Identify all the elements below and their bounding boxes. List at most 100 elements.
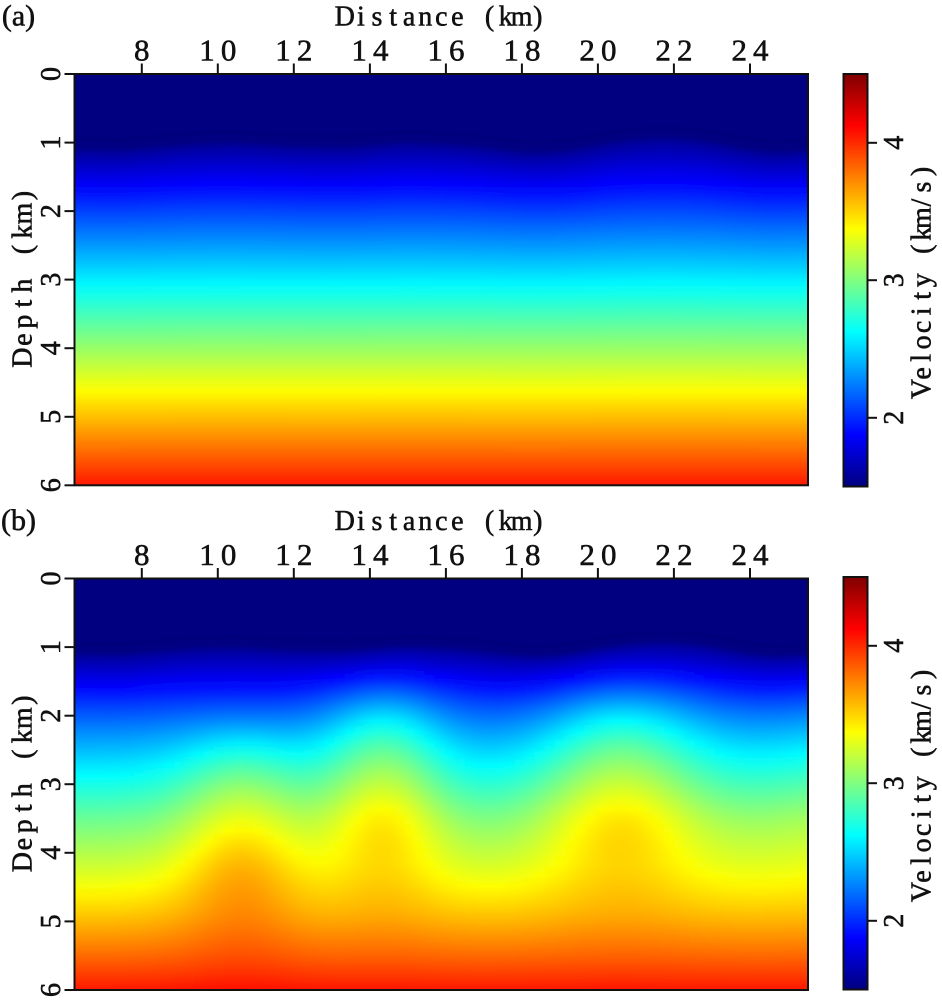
svg-text:m: m — [907, 710, 938, 732]
svg-text:k: k — [499, 2, 513, 33]
svg-text:t: t — [907, 795, 938, 803]
svg-text:y: y — [907, 273, 938, 287]
svg-text:s: s — [372, 506, 383, 537]
svg-text:2: 2 — [655, 537, 671, 572]
svg-text:6: 6 — [449, 537, 465, 572]
svg-text:m: m — [511, 506, 533, 537]
svg-text:s: s — [907, 685, 938, 696]
svg-text:i: i — [907, 307, 938, 315]
svg-text:): ) — [907, 167, 938, 176]
svg-text:1: 1 — [503, 33, 519, 68]
svg-text:2: 2 — [655, 33, 671, 68]
svg-text:t: t — [8, 804, 39, 812]
svg-text:n: n — [418, 2, 432, 33]
svg-text:4: 4 — [373, 537, 389, 572]
svg-text:2: 2 — [879, 411, 910, 425]
svg-text:3: 3 — [36, 777, 67, 791]
svg-text:e: e — [451, 2, 463, 33]
svg-text:1: 1 — [275, 537, 291, 572]
svg-text:e: e — [8, 838, 39, 850]
svg-text:(: ( — [485, 506, 494, 537]
svg-text:(: ( — [485, 2, 494, 33]
svg-text:2: 2 — [297, 537, 313, 572]
svg-text:): ) — [8, 696, 39, 705]
svg-text:0: 0 — [221, 33, 237, 68]
svg-text:1: 1 — [275, 33, 291, 68]
svg-text:(: ( — [907, 748, 938, 757]
svg-text:8: 8 — [525, 537, 541, 572]
svg-text:m: m — [907, 207, 938, 229]
svg-text:2: 2 — [36, 709, 67, 723]
svg-text:1: 1 — [36, 640, 67, 654]
svg-text:D: D — [335, 506, 355, 537]
svg-text:a: a — [403, 506, 416, 537]
svg-text:8: 8 — [134, 33, 150, 68]
svg-text:4: 4 — [879, 136, 910, 150]
svg-text:0: 0 — [601, 33, 617, 68]
svg-text:c: c — [907, 824, 938, 836]
svg-text:2: 2 — [731, 537, 747, 572]
svg-text:t: t — [8, 299, 39, 307]
svg-text:6: 6 — [449, 33, 465, 68]
svg-text:1: 1 — [351, 33, 367, 68]
svg-text:m: m — [8, 202, 39, 224]
svg-text:2: 2 — [297, 33, 313, 68]
svg-text:): ) — [533, 506, 542, 537]
svg-text:1: 1 — [351, 537, 367, 572]
svg-text:t: t — [907, 292, 938, 300]
svg-text:l: l — [907, 354, 938, 362]
svg-text:n: n — [418, 506, 432, 537]
svg-text:l: l — [907, 857, 938, 865]
svg-text:): ) — [533, 2, 542, 33]
svg-text:(: ( — [8, 750, 39, 759]
svg-text:h: h — [8, 279, 39, 293]
svg-text:e: e — [907, 367, 938, 379]
svg-text:3: 3 — [36, 273, 67, 287]
svg-text:0: 0 — [36, 572, 67, 586]
svg-text:): ) — [907, 670, 938, 679]
svg-text:2: 2 — [579, 537, 595, 572]
svg-text:h: h — [8, 783, 39, 797]
svg-text:1: 1 — [427, 537, 443, 572]
svg-text:e: e — [451, 506, 463, 537]
svg-text:8: 8 — [134, 537, 150, 572]
svg-text:D: D — [335, 2, 355, 33]
svg-text:2: 2 — [579, 33, 595, 68]
svg-text:6: 6 — [36, 983, 67, 997]
svg-text:k: k — [8, 225, 39, 239]
svg-text:c: c — [435, 506, 447, 537]
svg-text:4: 4 — [753, 537, 769, 572]
svg-text:0: 0 — [601, 537, 617, 572]
svg-text:1: 1 — [503, 537, 519, 572]
svg-text:(a): (a) — [2, 0, 35, 33]
svg-text:p: p — [8, 819, 39, 833]
svg-text:k: k — [907, 227, 938, 241]
svg-text:1: 1 — [427, 33, 443, 68]
svg-text:D: D — [8, 347, 39, 367]
svg-text:V: V — [907, 379, 938, 399]
svg-text:4: 4 — [36, 341, 67, 355]
svg-text:m: m — [511, 2, 533, 33]
svg-text:k: k — [499, 506, 513, 537]
svg-text:4: 4 — [753, 33, 769, 68]
svg-text:t: t — [389, 2, 397, 33]
svg-text:2: 2 — [36, 204, 67, 218]
svg-text:/: / — [907, 198, 938, 206]
svg-text:3: 3 — [879, 273, 910, 287]
svg-text:k: k — [8, 729, 39, 743]
svg-text:/: / — [907, 701, 938, 709]
svg-text:e: e — [907, 870, 938, 882]
svg-text:2: 2 — [677, 33, 693, 68]
svg-text:5: 5 — [36, 410, 67, 424]
svg-text:t: t — [389, 506, 397, 537]
svg-text:1: 1 — [199, 33, 215, 68]
svg-text:c: c — [435, 2, 447, 33]
svg-text:1: 1 — [36, 136, 67, 150]
svg-text:p: p — [8, 315, 39, 329]
svg-text:0: 0 — [36, 67, 67, 81]
svg-text:y: y — [907, 776, 938, 790]
svg-text:D: D — [8, 852, 39, 872]
svg-text:3: 3 — [879, 776, 910, 790]
svg-text:s: s — [372, 2, 383, 33]
svg-text:c: c — [907, 321, 938, 333]
